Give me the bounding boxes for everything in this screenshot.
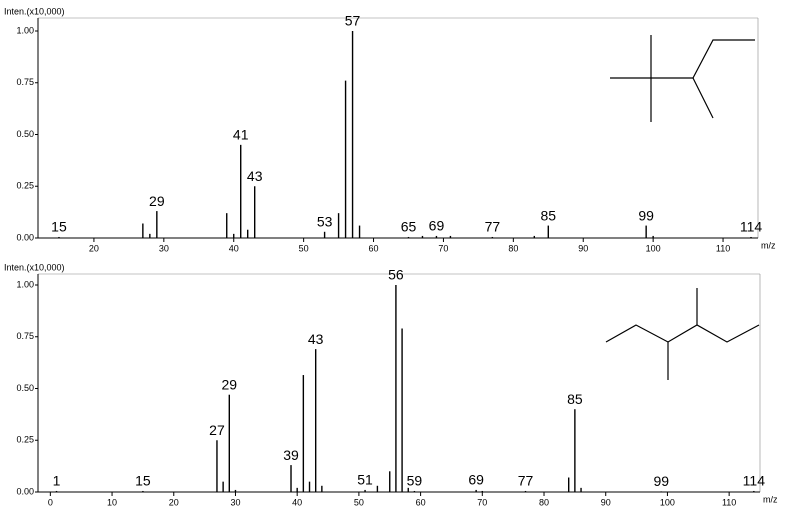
- y-tick-label: 0.50: [16, 383, 34, 393]
- x-tick-label: 30: [159, 243, 169, 253]
- peak-label: 53: [317, 213, 333, 229]
- peak-label: 114: [743, 473, 766, 489]
- x-tick-label: 20: [89, 243, 99, 253]
- peak-label: 99: [638, 207, 654, 223]
- peak-label: 85: [541, 207, 557, 223]
- x-tick-label: 110: [722, 497, 736, 507]
- y-tick-label: 0.00: [16, 232, 34, 242]
- peak-label: 51: [357, 472, 373, 488]
- peak-label: 15: [135, 473, 151, 489]
- peak-label: 27: [209, 422, 225, 438]
- peak-label: 56: [388, 267, 404, 283]
- x-tick-label: 0: [48, 497, 53, 507]
- x-tick-label: 70: [477, 497, 487, 507]
- peak-label: 57: [345, 13, 361, 29]
- x-tick-label: 60: [369, 243, 379, 253]
- peak-label: 41: [233, 127, 249, 143]
- x-tick-label: 110: [716, 243, 730, 253]
- peak-label: 114: [740, 219, 763, 235]
- y-tick-label: 0.75: [16, 331, 34, 341]
- peak-label: 99: [653, 473, 669, 489]
- y-tick-label: 0.75: [16, 77, 34, 87]
- peak-label: 59: [407, 473, 423, 489]
- x-tick-label: 100: [660, 497, 675, 507]
- x-axis-label: m/z: [761, 240, 776, 250]
- x-tick-label: 30: [230, 497, 240, 507]
- y-tick-label: 1.00: [16, 25, 34, 35]
- x-tick-label: 70: [438, 243, 448, 253]
- peak-label: 43: [247, 168, 263, 184]
- structure-top: [610, 35, 755, 122]
- y-tick-label: 0.25: [16, 435, 34, 445]
- peak-label: 1: [53, 473, 61, 489]
- x-tick-label: 90: [578, 243, 588, 253]
- y-axis-label: Inten.(x10,000): [4, 262, 65, 272]
- y-tick-label: 0.00: [16, 486, 34, 496]
- structure-bottom: [605, 288, 760, 380]
- y-tick-label: 0.25: [16, 181, 34, 191]
- x-tick-label: 40: [292, 497, 302, 507]
- x-tick-label: 20: [169, 497, 179, 507]
- y-tick-label: 1.00: [16, 279, 34, 289]
- peak-label: 29: [222, 376, 238, 392]
- peak-label: 39: [283, 447, 299, 463]
- x-tick-label: 50: [354, 497, 364, 507]
- peak-label: 77: [518, 473, 534, 489]
- peak-label: 77: [485, 219, 501, 235]
- x-tick-label: 60: [416, 497, 426, 507]
- x-tick-label: 40: [229, 243, 239, 253]
- x-tick-label: 80: [508, 243, 518, 253]
- peak-label: 69: [468, 472, 484, 488]
- x-tick-label: 100: [646, 243, 661, 253]
- x-axis-label: m/z: [763, 494, 778, 504]
- peak-label: 29: [149, 193, 165, 209]
- x-tick-label: 50: [299, 243, 309, 253]
- peak-label: 69: [429, 218, 445, 234]
- y-tick-label: 0.50: [16, 129, 34, 139]
- peak-label: 43: [308, 331, 324, 347]
- x-tick-label: 90: [601, 497, 611, 507]
- peak-label: 15: [51, 219, 67, 235]
- x-tick-label: 10: [107, 497, 117, 507]
- y-axis-label: Inten.(x10,000): [4, 6, 65, 16]
- peak-label: 65: [401, 219, 417, 235]
- peak-label: 85: [567, 391, 583, 407]
- x-tick-label: 80: [539, 497, 549, 507]
